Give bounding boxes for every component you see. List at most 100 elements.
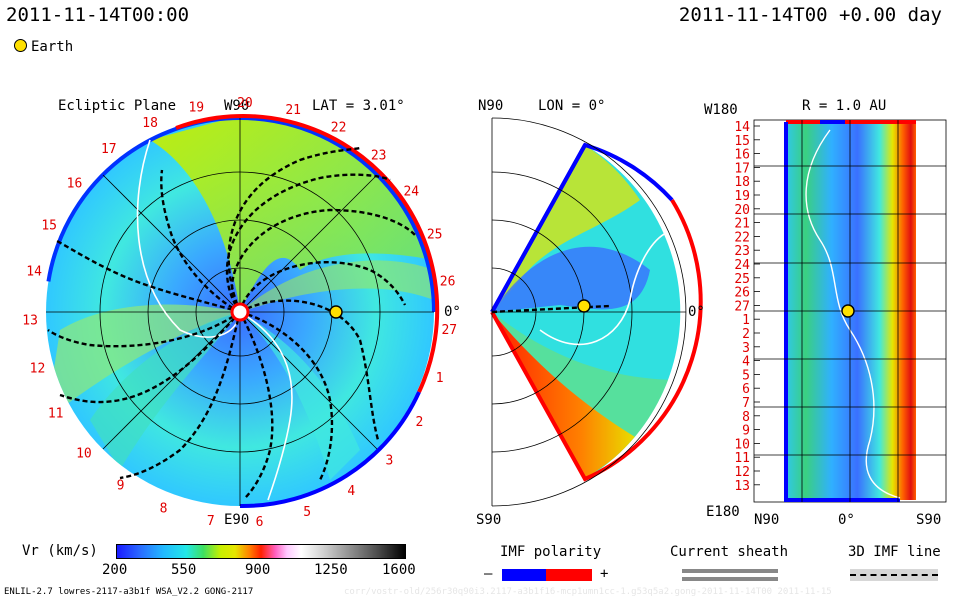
map-row-label: 4 (742, 355, 750, 370)
map-bottom-left-label: E180 (706, 504, 740, 520)
map-r-label: R = 1.0 AU (802, 98, 886, 114)
carrington-label: 23 (371, 148, 387, 163)
map-row-label: 12 (734, 465, 750, 480)
earth-marker-ecliptic (329, 305, 343, 319)
colorbar-tick-1250: 1250 (314, 562, 348, 578)
carrington-label: 14 (26, 265, 42, 280)
map-row-label: 21 (734, 217, 750, 232)
imf-positive-swatch (546, 569, 592, 581)
carrington-label: 1 (436, 371, 444, 386)
imf-polarity-minus: – (484, 566, 493, 582)
carrington-label: 3 (385, 454, 393, 469)
carrington-label: 27 (441, 323, 457, 338)
map-x-label-s90: S90 (916, 512, 941, 528)
carrington-label: 10 (76, 447, 92, 462)
earth-legend-icon (14, 39, 27, 52)
map-top-left-label: W180 (704, 102, 738, 118)
ecliptic-bottom-label: E90 (224, 512, 249, 528)
carrington-label: 2 (415, 415, 423, 430)
current-sheath-swatch-2 (682, 577, 778, 581)
carrington-label: 24 (403, 185, 419, 200)
map-row-label: 18 (734, 175, 750, 190)
map-row-label: 22 (734, 230, 750, 245)
imf-polarity-plus: + (600, 566, 609, 582)
meridional-plane-plot: N90 LON = 0° S90 0° (476, 98, 705, 528)
colorbar-tick-550: 550 (171, 562, 197, 578)
imf-line-title: 3D IMF line (848, 544, 941, 560)
carrington-label: 20 (237, 96, 253, 111)
imf-spiral-lines (47, 146, 416, 499)
colorbar-tick-200: 200 (102, 562, 128, 578)
carrington-label: 11 (48, 407, 64, 422)
map-row-label: 6 (742, 382, 750, 397)
map-row-label: 19 (734, 189, 750, 204)
carrington-label: 8 (160, 502, 168, 517)
map-row-label: 27 (734, 299, 750, 314)
map-row-label: 3 (742, 341, 750, 356)
map-row-label: 14 (734, 120, 750, 135)
meridional-zero-label: 0° (688, 304, 705, 320)
carrington-label: 5 (303, 505, 311, 520)
current-sheath-swatch-1 (682, 569, 778, 573)
map-row-label: 11 (734, 451, 750, 466)
map-x-label-zero: 0° (838, 512, 855, 528)
map-row-labels: 1415161718192021222324252627123456789101… (734, 120, 750, 494)
map-x-label-n90: N90 (754, 512, 779, 528)
ecliptic-plane-plot: Ecliptic Plane W90 LAT = 3.01° E90 0° 19… (22, 96, 461, 530)
map-row-label: 13 (734, 479, 750, 494)
colorbar-tick-1600: 1600 (382, 562, 416, 578)
carrington-label: 26 (440, 274, 456, 289)
model-footer: ENLIL-2.7 lowres-2117-a3b1f WSA_V2.2 GON… (4, 587, 254, 597)
carrington-label: 15 (41, 218, 57, 233)
map-row-label: 24 (734, 258, 750, 273)
map-row-label: 8 (742, 410, 750, 425)
carrington-label: 22 (331, 121, 347, 136)
carrington-label: 19 (188, 101, 204, 116)
carrington-labels: 19 20 212223242526271234567891011121314151… (22, 96, 457, 530)
map-row-label: 26 (734, 286, 750, 301)
map-row-label: 25 (734, 272, 750, 287)
carrington-label: 13 (22, 313, 38, 328)
ecliptic-top-label: W90 (224, 98, 249, 114)
imf-polarity-title: IMF polarity (500, 544, 602, 560)
run-footer: corr/vostr-old/256r30q90i3.2117-a3b1f16-… (344, 587, 832, 597)
map-row-label: 23 (734, 244, 750, 259)
sun-marker (230, 302, 250, 322)
earth-marker-map (841, 304, 855, 318)
map-row-label: 5 (742, 368, 750, 383)
map-row-label: 16 (734, 148, 750, 163)
meridional-bottom-label: S90 (476, 512, 501, 528)
ecliptic-title: Ecliptic Plane (58, 98, 176, 114)
map-row-label: 20 (734, 203, 750, 218)
time-stamp: 2011-11-14T00:00 (6, 4, 190, 26)
carrington-label: 9 (117, 479, 125, 494)
meridional-top-label: N90 (478, 98, 503, 114)
earth-legend-label: Earth (31, 39, 74, 55)
map-row-label: 15 (734, 134, 750, 149)
map-row-label: 1 (742, 313, 750, 328)
meridional-lon-label: LON = 0° (538, 98, 605, 114)
earth-marker-meridional (577, 299, 591, 313)
map-row-label: 10 (734, 437, 750, 452)
current-sheath-line (136, 139, 293, 501)
ecliptic-zero-label: 0° (444, 304, 461, 320)
earth-legend: Earth (14, 39, 73, 55)
map-row-label: 2 (742, 327, 750, 342)
colorbar-tick-900: 900 (245, 562, 271, 578)
map-row-label: 7 (742, 396, 750, 411)
imf-negative-swatch (502, 569, 546, 581)
carrington-label: 7 (207, 514, 215, 529)
carrington-label: 25 (427, 227, 443, 242)
carrington-label: 4 (347, 484, 355, 499)
map-row-label: 9 (742, 424, 750, 439)
ecliptic-lat-label: LAT = 3.01° (312, 98, 405, 114)
time-offset: 2011-11-14T00 +0.00 day (678, 4, 942, 26)
carrington-label: 21 (285, 103, 301, 118)
carrington-label: 12 (30, 362, 46, 377)
imf-line-swatch (850, 574, 938, 576)
colorbar-bar (116, 544, 406, 559)
carrington-label: 18 (142, 116, 158, 131)
current-sheath-title: Current sheath (670, 544, 789, 560)
colorbar-label: Vr (km/s) (22, 543, 98, 559)
